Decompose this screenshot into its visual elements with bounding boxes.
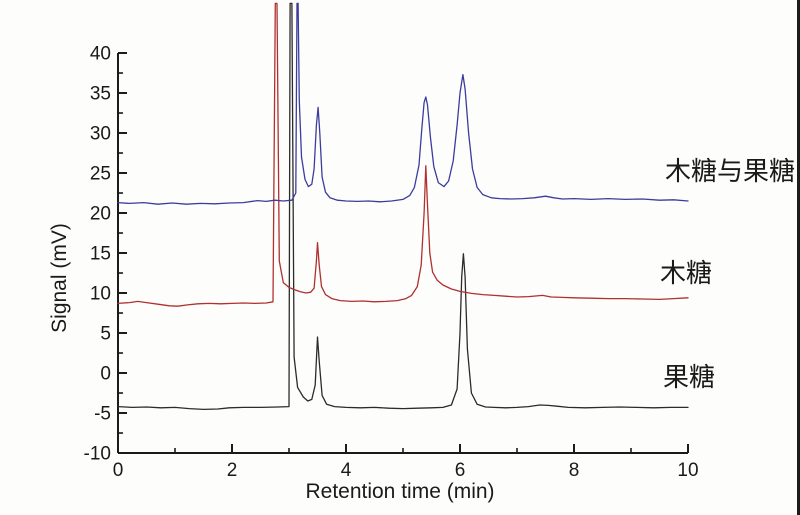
y-tick-label: 35 (90, 84, 111, 105)
trace-果糖 (117, 2, 689, 411)
traces-layer (117, 2, 689, 411)
y-tick-label: 20 (90, 204, 111, 225)
y-tick-label: 0 (100, 364, 111, 385)
y-tick-label: 5 (100, 324, 111, 345)
x-tick-label: 0 (113, 460, 124, 481)
y-tick-label: -10 (84, 444, 111, 465)
image-right-border (797, 0, 800, 515)
x-tick-label: 2 (227, 460, 238, 481)
x-tick-label: 10 (677, 460, 698, 481)
x-axis-title: Retention time (min) (305, 480, 494, 503)
x-tick-label: 4 (341, 460, 352, 481)
y-tick-label: 25 (90, 164, 111, 185)
y-tick-label: 40 (90, 44, 111, 65)
trace-木糖与果糖 (117, 2, 689, 205)
y-tick-label: 30 (90, 124, 111, 145)
series-label: 果糖 (663, 362, 715, 392)
y-tick-label: 10 (90, 284, 111, 305)
y-tick-label: -5 (94, 404, 111, 425)
series-label: 木糖与果糖 (665, 156, 795, 186)
axes-layer: -10 -5 0 5 10 15 20 25 30 35 40 0 2 4 6 8 10 (84, 44, 699, 482)
x-tick-label: 8 (569, 460, 580, 481)
trace-木糖 (117, 2, 689, 307)
x-tick-label: 6 (455, 460, 466, 481)
y-axis-title: Signal (mV) (48, 223, 71, 333)
series-label: 木糖 (660, 258, 712, 288)
y-tick-label: 15 (90, 244, 111, 265)
